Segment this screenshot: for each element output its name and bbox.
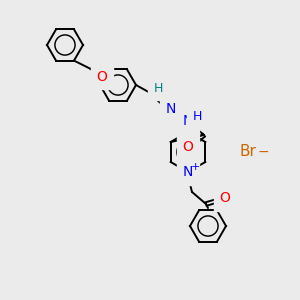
Text: −: − — [257, 145, 269, 159]
Text: +: + — [190, 162, 200, 172]
Text: O: O — [183, 140, 194, 154]
Text: O: O — [97, 70, 107, 84]
Text: H: H — [192, 110, 202, 122]
Text: N: N — [183, 165, 193, 179]
Text: H: H — [153, 82, 163, 94]
Text: N: N — [183, 114, 193, 128]
Text: Br: Br — [240, 145, 256, 160]
Text: O: O — [220, 191, 230, 205]
Text: N: N — [166, 102, 176, 116]
